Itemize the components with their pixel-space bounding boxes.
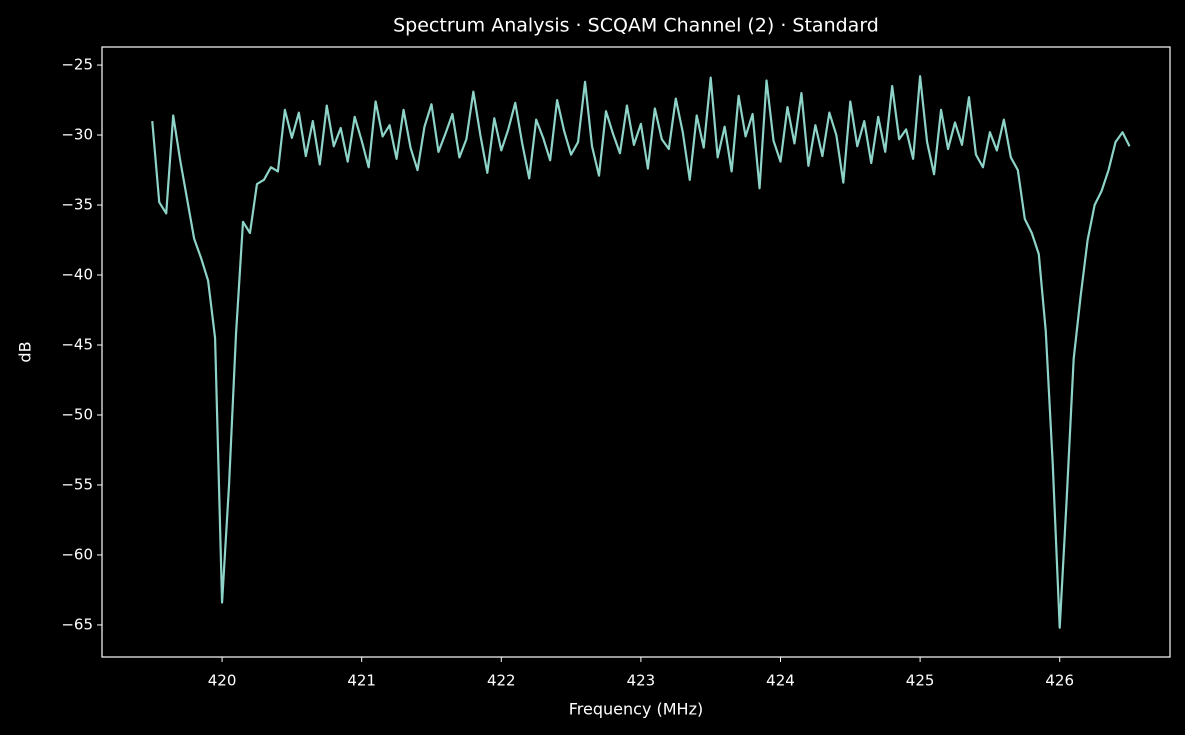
y-tick-label: −65 bbox=[61, 615, 93, 633]
x-tick-label: 425 bbox=[906, 672, 935, 690]
y-tick-label: −40 bbox=[61, 266, 93, 284]
axes-frame bbox=[101, 46, 1171, 658]
chart-title: Spectrum Analysis · SCQAM Channel (2) · … bbox=[393, 15, 879, 37]
y-tick-label: −60 bbox=[61, 545, 93, 563]
y-tick-label: −30 bbox=[61, 126, 93, 144]
y-tick-label: −45 bbox=[61, 336, 93, 354]
data-line bbox=[151, 75, 1131, 629]
x-tick-label: 423 bbox=[627, 672, 656, 690]
x-tick-label: 426 bbox=[1045, 672, 1074, 690]
y-tick-label: −55 bbox=[61, 475, 93, 493]
x-tick-label: 422 bbox=[487, 672, 516, 690]
y-axis-label: dB bbox=[16, 341, 35, 362]
y-tick-label: −35 bbox=[61, 196, 93, 214]
x-axis-label: Frequency (MHz) bbox=[569, 700, 703, 719]
x-tick-label: 424 bbox=[766, 672, 795, 690]
y-tick-label: −25 bbox=[61, 56, 93, 74]
y-tick-label: −50 bbox=[61, 405, 93, 423]
x-tick-label: 421 bbox=[347, 672, 376, 690]
x-tick-label: 420 bbox=[208, 672, 237, 690]
